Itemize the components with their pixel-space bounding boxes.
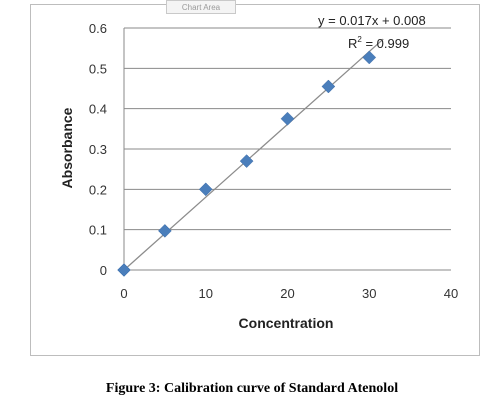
data-points bbox=[117, 50, 377, 277]
tick-labels: 0 0.1 0.2 0.3 0.4 0.5 0.6 0 10 20 30 40 bbox=[89, 21, 458, 301]
trendline-equation: y = 0.017x + 0.008 bbox=[318, 13, 426, 28]
chart-frame[interactable] bbox=[30, 4, 480, 356]
y-tick-label: 0.4 bbox=[89, 102, 107, 117]
x-tick-label: 10 bbox=[199, 286, 213, 301]
chart-area-tooltip: Chart Area bbox=[166, 0, 236, 14]
figure-caption: Figure 3: Calibration curve of Standard … bbox=[105, 381, 399, 396]
data-point bbox=[280, 111, 295, 126]
r-squared-prefix: R bbox=[348, 36, 357, 51]
y-tick-label: 0 bbox=[100, 263, 107, 278]
r-squared-superscript: 2 bbox=[357, 35, 362, 44]
r-squared-value: = 0.999 bbox=[362, 36, 409, 51]
data-point bbox=[117, 263, 131, 277]
y-tick-label: 0.6 bbox=[89, 21, 107, 36]
data-point bbox=[239, 154, 254, 168]
y-tick-label: 0.5 bbox=[89, 61, 107, 76]
r-squared-label: R2 = 0.999 bbox=[348, 35, 409, 51]
y-axis-title: Absorbance bbox=[59, 107, 75, 188]
calibration-chart: 00.10.20.30.40.50.60 10 20 30 40 Absorbance … bbox=[59, 13, 458, 331]
x-tick-label: 30 bbox=[362, 286, 376, 301]
y-tick-label: 0.2 bbox=[89, 182, 107, 197]
gridlines bbox=[124, 27, 451, 231]
data-point bbox=[198, 182, 213, 197]
data-point bbox=[158, 224, 172, 238]
data-point bbox=[362, 50, 377, 65]
x-tick-label: 0 bbox=[120, 286, 127, 301]
x-tick-label: 20 bbox=[280, 286, 294, 301]
axes bbox=[123, 28, 451, 271]
x-axis-title: Concentration bbox=[239, 315, 334, 331]
y-tick-label: 0.1 bbox=[89, 223, 107, 238]
data-point bbox=[321, 79, 336, 94]
x-tick-label: 40 bbox=[444, 286, 458, 301]
y-tick-label: 0.3 bbox=[89, 142, 107, 157]
